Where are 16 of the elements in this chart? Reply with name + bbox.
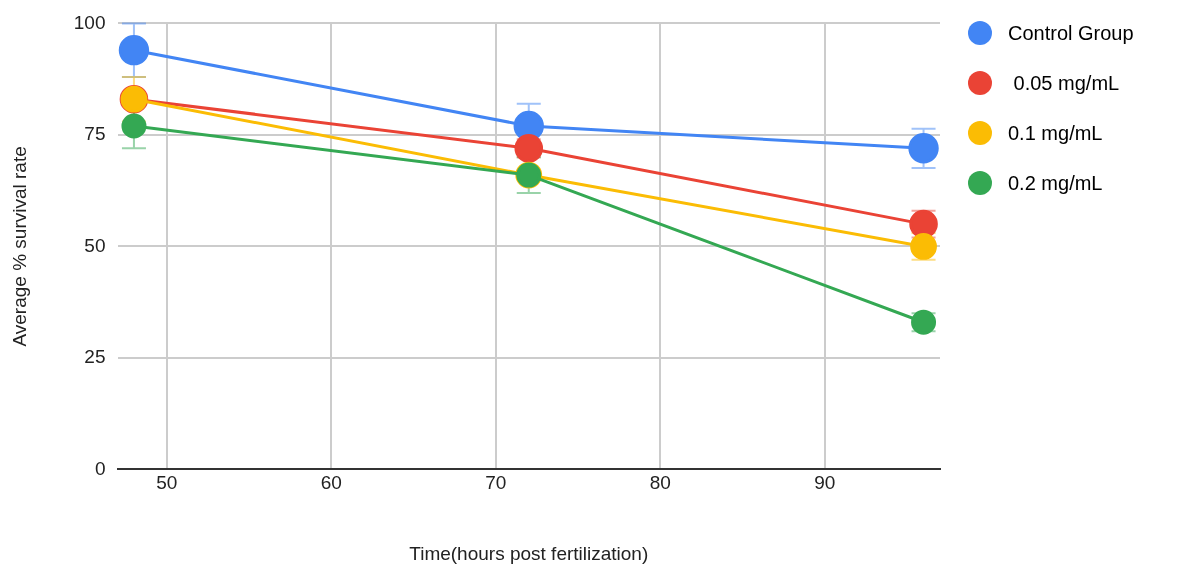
x-tick-label: 50: [156, 472, 178, 494]
legend-label: 0.1 mg/mL: [1008, 121, 1103, 145]
legend-label: 0.2 mg/mL: [1008, 171, 1103, 195]
y-axis-title: Average % survival rate: [8, 146, 30, 347]
x-tick-label: 80: [649, 472, 671, 494]
legend-label: 0.05 mg/mL: [1012, 71, 1120, 95]
x-tick-label: 60: [320, 472, 342, 494]
y-tick-label: 25: [84, 346, 106, 368]
x-tick-label: 70: [485, 472, 507, 494]
x-axis-title: Time(hours post fertilization): [409, 542, 649, 564]
legend-label: Control Group: [1008, 21, 1134, 45]
x-tick-label: 90: [814, 472, 836, 494]
y-tick-label: 100: [73, 11, 106, 33]
y-tick-label: 0: [94, 457, 106, 479]
y-tick-label: 75: [84, 123, 106, 145]
y-tick-label: 50: [84, 234, 106, 256]
